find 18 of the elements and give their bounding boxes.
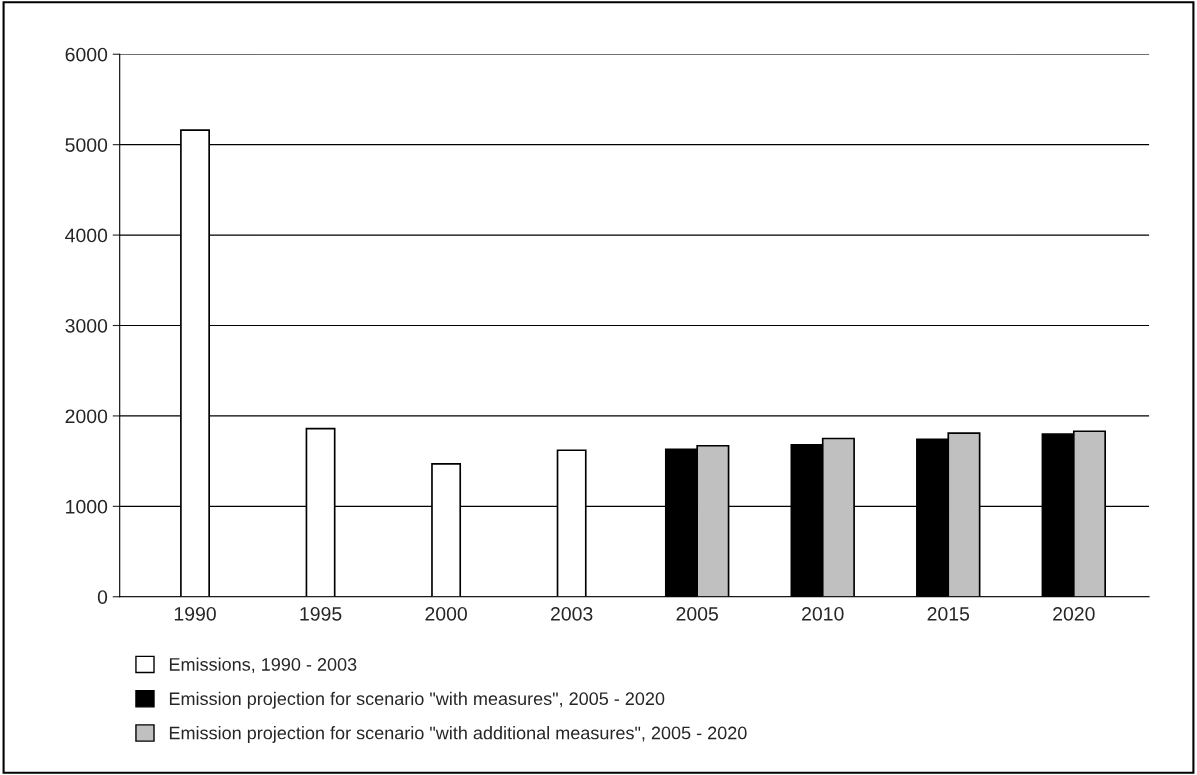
x-tick-label: 2003 [550, 606, 593, 621]
y-tick-label: 3000 [65, 318, 108, 333]
legend-label: Emission projection for scenario "with additional measures", 2005 - 2020 [169, 726, 747, 743]
legend-label: Emissions, 1990 - 2003 [169, 657, 357, 673]
y-tick-label: 2000 [65, 409, 108, 424]
x-tick-label: 1990 [174, 606, 216, 621]
legend-label: Emission projection for scenario "with measures", 2005 - 2020 [169, 691, 665, 709]
x-tick-label: 2020 [1053, 606, 1095, 621]
x-tick-label: 2015 [927, 606, 970, 621]
x-tick-label: 2000 [425, 606, 467, 621]
x-tick-label: 2010 [802, 606, 844, 621]
x-tick-label: 1995 [300, 606, 342, 621]
y-tick-label: 0 [97, 590, 108, 604]
x-tick-label: 2005 [676, 606, 718, 621]
y-tick-label: 4000 [65, 228, 108, 243]
y-tick-label: 6000 [65, 47, 108, 62]
y-tick-label: 1000 [66, 499, 108, 514]
y-tick-label: 5000 [65, 138, 108, 152]
